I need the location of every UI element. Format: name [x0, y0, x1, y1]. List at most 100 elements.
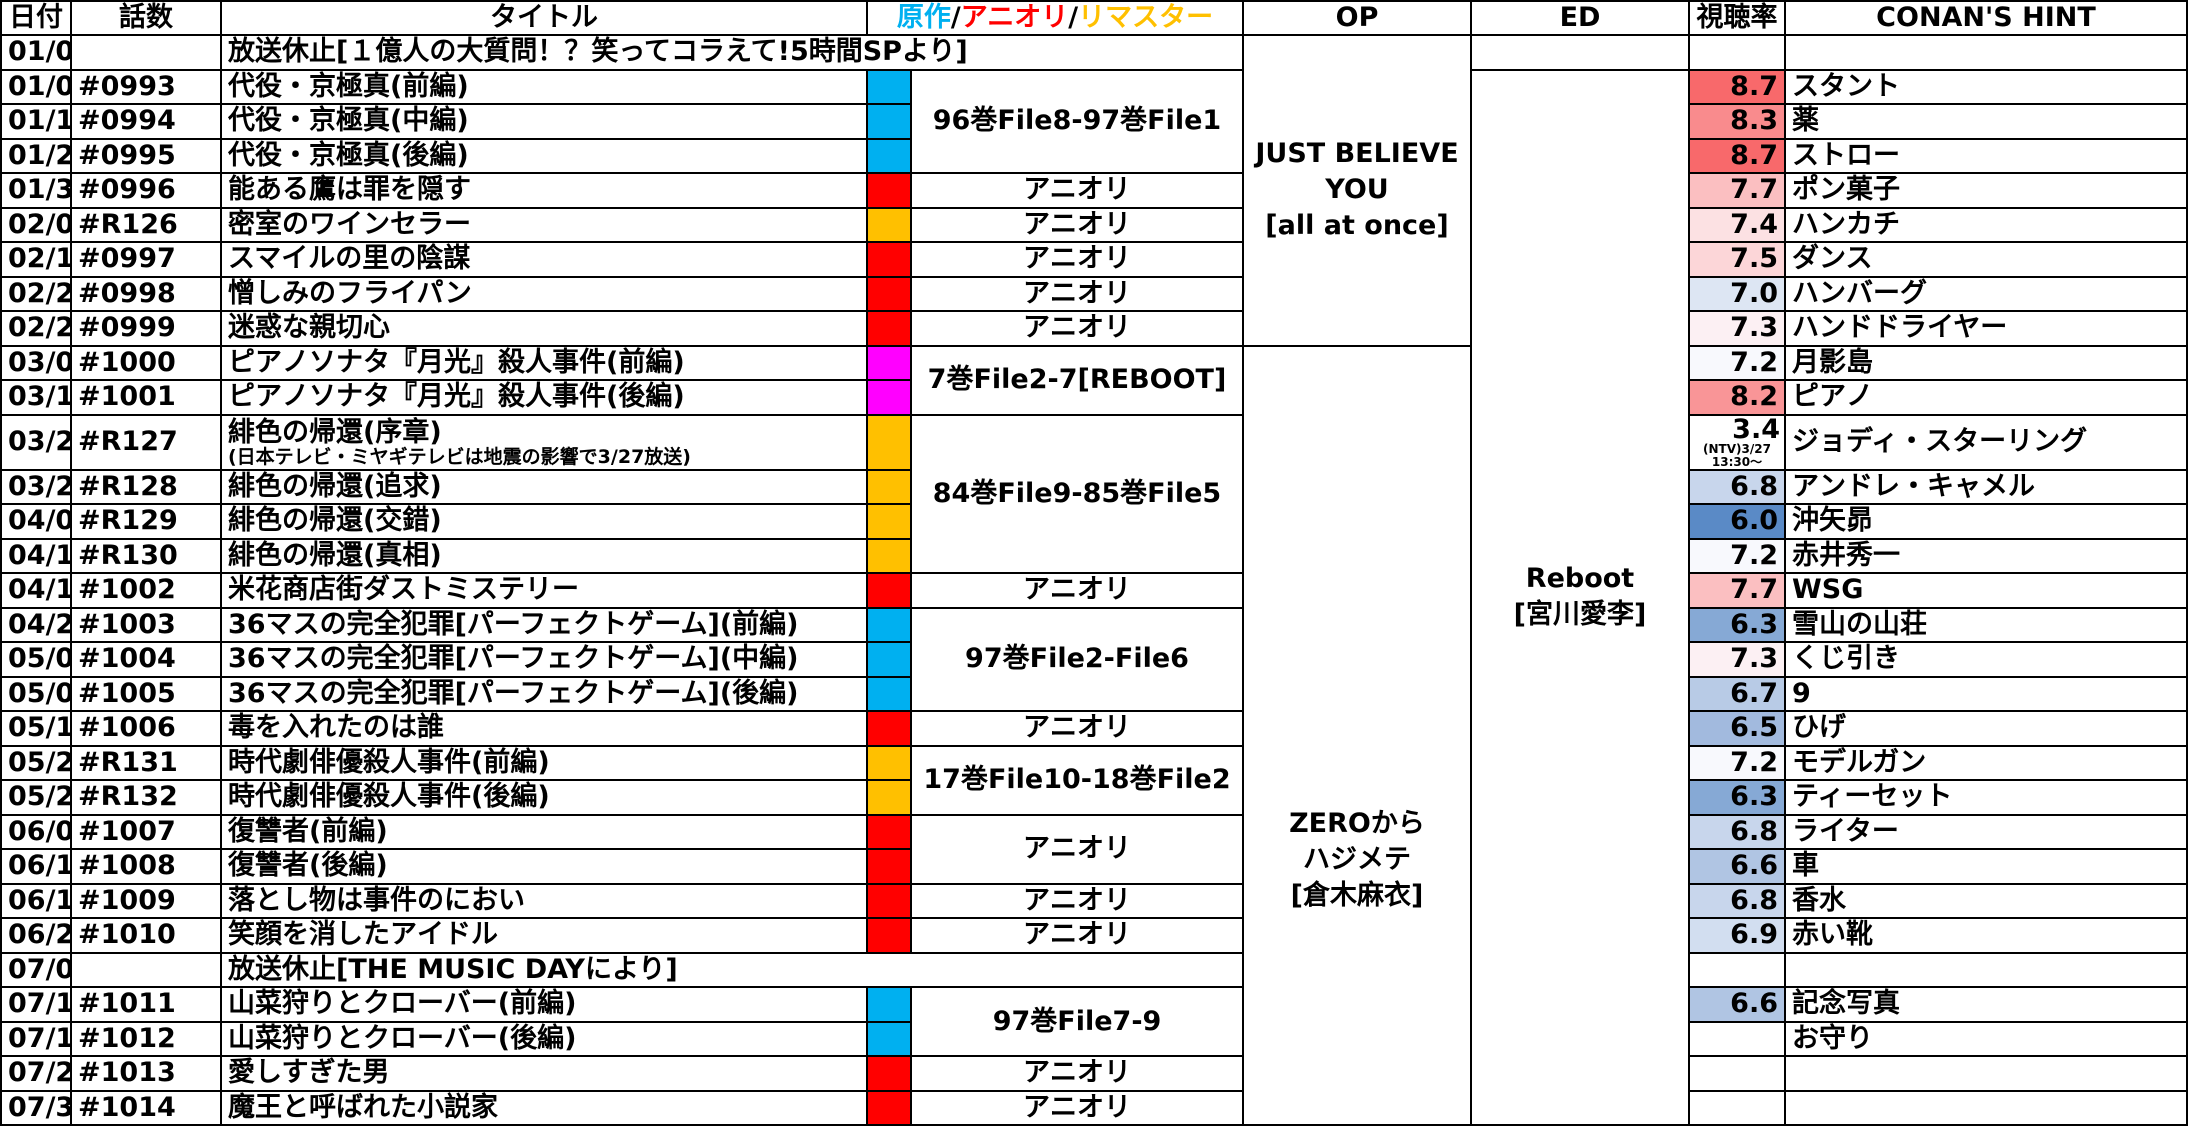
- date-cell: 02/20: [0, 275, 72, 312]
- source-swatch: [866, 468, 912, 505]
- episode-cell: [70, 951, 222, 988]
- hint-cell: ピアノ: [1784, 379, 2188, 416]
- source-swatch: [866, 1020, 912, 1057]
- date-cell: 04/10: [0, 537, 72, 574]
- hint-cell: モデルガン: [1784, 744, 2188, 781]
- episode-cell: #1005: [70, 675, 222, 712]
- date-cell: 06/19: [0, 882, 72, 919]
- source-label: 7巻File2-7[REBOOT]: [910, 344, 1244, 416]
- title-text: 毒を入れたのは誰: [228, 712, 444, 744]
- source-swatch: [866, 103, 912, 140]
- date-cell: 02/27: [0, 310, 72, 347]
- source-swatch: [866, 344, 912, 381]
- title-cell: 時代劇俳優殺人事件(前編): [220, 744, 868, 781]
- episode-cell: #1009: [70, 882, 222, 919]
- title-cell: 落とし物は事件のにおい: [220, 882, 868, 919]
- rating-cell: 6.7: [1688, 675, 1786, 712]
- source-label: 17巻File10-18巻File2: [910, 744, 1244, 816]
- title-text: 緋色の帰還(追求): [228, 470, 442, 502]
- title-text: 憎しみのフライパン: [228, 277, 472, 309]
- table-row: 03/20#R127緋色の帰還(序章)(日本テレビ・ミヤギテレビは地震の影響で3…: [0, 413, 2188, 574]
- hint-cell: 9: [1784, 675, 2188, 712]
- source-swatch: [866, 413, 912, 471]
- source-swatch: [866, 572, 912, 609]
- source-swatch: [866, 641, 912, 678]
- source-label: アニオリ: [910, 1089, 1244, 1126]
- rating-cell: 6.6: [1688, 848, 1786, 885]
- episode-cell: #0997: [70, 241, 222, 278]
- episode-cell: #1013: [70, 1055, 222, 1092]
- op-line: ハジメテ: [1303, 844, 1411, 876]
- title-text: 時代劇俳優殺人事件(後編): [228, 781, 550, 813]
- episode-cell: #1010: [70, 917, 222, 954]
- table-row: 07/03 放送休止[THE MUSIC DAYにより]: [0, 951, 2188, 988]
- title-text: 迷惑な親切心: [228, 312, 390, 344]
- rating-cell: 7.3: [1688, 641, 1786, 678]
- hint-cell: 沖矢昴: [1784, 503, 2188, 540]
- hint-cell: スタント: [1784, 68, 2188, 105]
- hint-cell: くじ引き: [1784, 641, 2188, 678]
- op-line: ZEROから: [1289, 808, 1425, 840]
- title-cell: 代役・京極真(後編): [220, 137, 868, 174]
- source-label: 97巻File2-File6: [910, 606, 1244, 712]
- date-cell: 06/26: [0, 917, 72, 954]
- ed-cell-1: Reboot [宮川愛李]: [1470, 68, 1690, 1126]
- episode-cell: #0998: [70, 275, 222, 312]
- source-swatch: [866, 206, 912, 243]
- date-cell: 03/06: [0, 344, 72, 381]
- source-swatch: [866, 379, 912, 416]
- episode-cell: #1006: [70, 710, 222, 747]
- title-cell: 毒を入れたのは誰: [220, 710, 868, 747]
- title-text: 愛しすぎた男: [228, 1057, 390, 1089]
- title-text: 魔王と呼ばれた小説家: [228, 1091, 498, 1123]
- episode-cell: #R128: [70, 468, 222, 505]
- title-cell: 時代劇俳優殺人事件(後編): [220, 779, 868, 816]
- episode-cell: #R126: [70, 206, 222, 243]
- rating-cell: 8.7: [1688, 68, 1786, 105]
- title-cell: 復讐者(後編): [220, 848, 868, 885]
- rating-cell: 6.8: [1688, 468, 1786, 505]
- title-text: ピアノソナタ『月光』殺人事件(後編): [228, 381, 685, 413]
- title-cell: 米花商店街ダストミステリー: [220, 572, 868, 609]
- title-text: 緋色の帰還(序章): [228, 416, 442, 448]
- episode-cell: #1002: [70, 572, 222, 609]
- source-label: アニオリ: [910, 172, 1244, 209]
- title-text: 緋色の帰還(真相): [228, 539, 442, 571]
- header-date: 日付: [0, 0, 72, 36]
- rating-cell: [1688, 34, 1786, 71]
- date-cell: 03/20: [0, 413, 72, 471]
- title-cell: 山菜狩りとクローバー(後編): [220, 1020, 868, 1057]
- title-cell: 憎しみのフライパン: [220, 275, 868, 312]
- episode-cell: #0996: [70, 172, 222, 209]
- hint-cell: [1784, 34, 2188, 71]
- source-swatch: [866, 779, 912, 816]
- hint-cell: お守り: [1784, 1020, 2188, 1057]
- rating-note: (NTV)3/27: [1703, 441, 1771, 456]
- date-cell: 05/01: [0, 641, 72, 678]
- title-text: 復讐者(前編): [228, 815, 388, 847]
- date-cell: 04/24: [0, 606, 72, 643]
- episode-cell: #R131: [70, 744, 222, 781]
- date-cell: 05/29: [0, 779, 72, 816]
- source-swatch: [866, 848, 912, 885]
- rating-cell: 6.8: [1688, 813, 1786, 850]
- op-line: [all at once]: [1265, 210, 1449, 242]
- title-cell: スマイルの里の陰謀: [220, 241, 868, 278]
- date-cell: 04/03: [0, 503, 72, 540]
- title-cell: 代役・京極真(前編): [220, 68, 868, 105]
- episode-cell: #R127: [70, 413, 222, 471]
- rating-cell: 6.0: [1688, 503, 1786, 540]
- title-note: (日本テレビ・ミヤギテレビは地震の影響で3/27放送): [228, 445, 691, 468]
- title-cell: 緋色の帰還(真相): [220, 537, 868, 574]
- episode-cell: [70, 34, 222, 71]
- episode-cell: #1001: [70, 379, 222, 416]
